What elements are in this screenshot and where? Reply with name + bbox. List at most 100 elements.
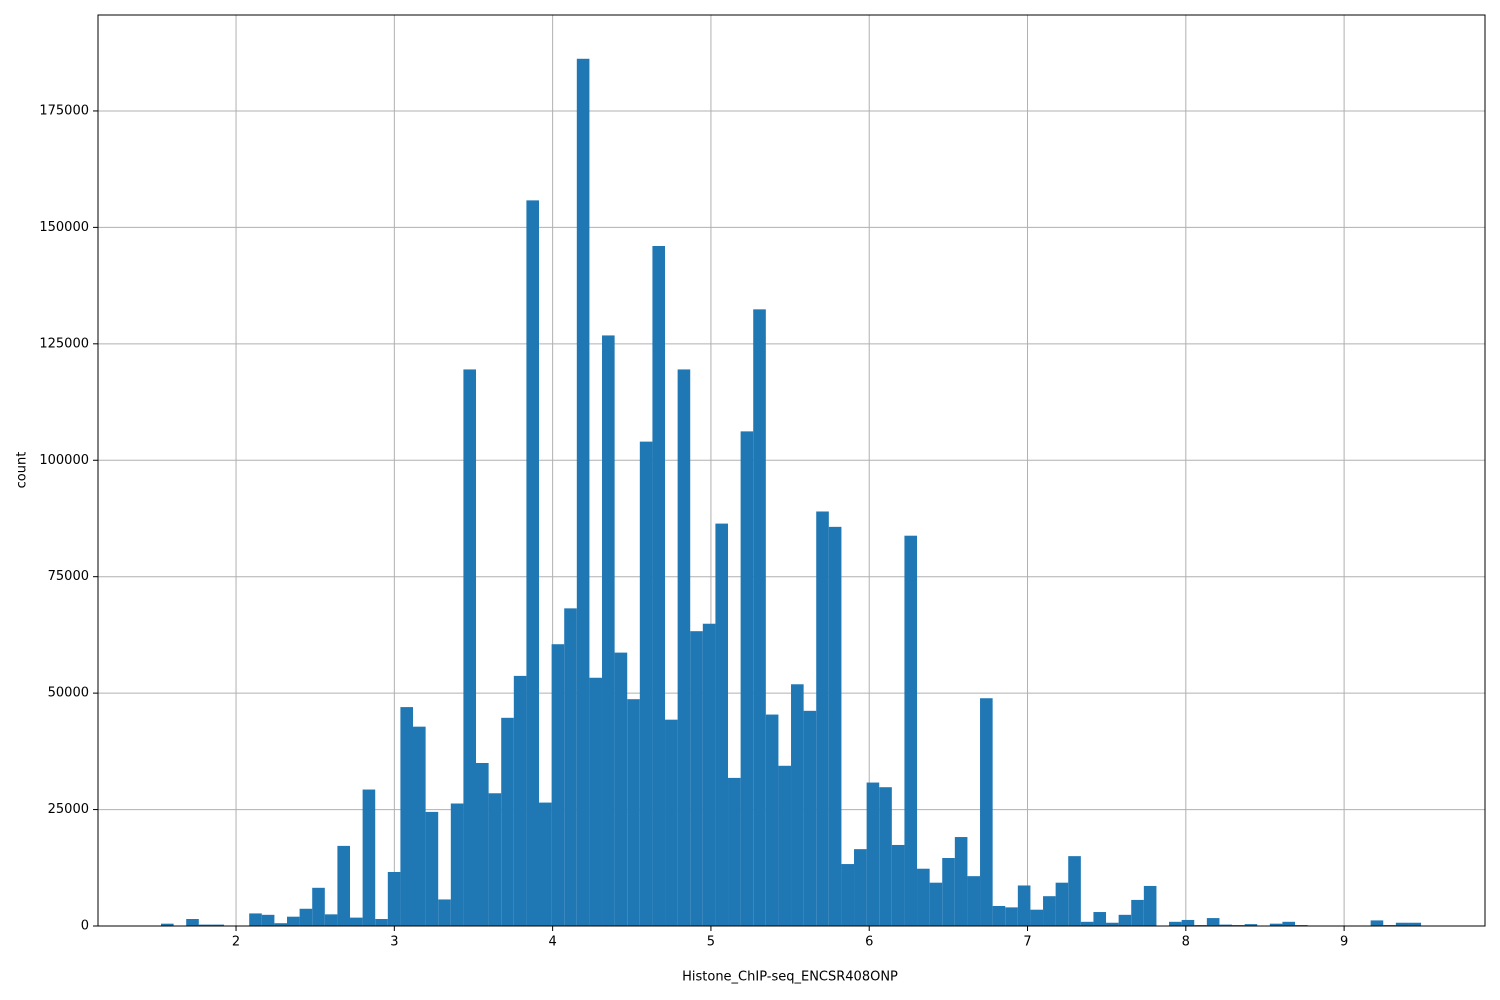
bar — [1206, 918, 1220, 926]
bar — [992, 905, 1006, 926]
bar — [1055, 882, 1069, 926]
bar — [929, 882, 943, 926]
bar — [854, 849, 867, 926]
y-axis-label: count — [15, 452, 30, 489]
y-tick-label: 125000 — [39, 336, 89, 351]
bar — [778, 765, 792, 926]
x-tick-label: 5 — [707, 935, 715, 950]
bar — [387, 871, 401, 926]
bar — [337, 845, 351, 926]
bar — [891, 844, 905, 926]
bar — [1395, 922, 1409, 926]
bar — [904, 535, 918, 926]
x-tick-label: 2 — [232, 935, 240, 950]
y-tick-label: 150000 — [39, 220, 89, 235]
bar — [400, 707, 414, 926]
bar — [602, 335, 615, 926]
bar — [1143, 885, 1157, 926]
bar — [942, 858, 955, 926]
x-tick-label: 8 — [1182, 935, 1190, 950]
bar — [1118, 914, 1132, 926]
bar — [186, 919, 199, 926]
bar — [274, 923, 288, 926]
bar — [551, 644, 565, 926]
bar — [287, 916, 300, 926]
y-tick-label: 25000 — [48, 802, 89, 817]
bar — [690, 631, 703, 926]
bar — [1093, 912, 1107, 926]
bar — [526, 200, 540, 927]
bar — [1030, 909, 1044, 926]
bar — [1408, 922, 1422, 926]
bar — [740, 431, 754, 926]
bar — [539, 802, 552, 926]
bar — [375, 919, 388, 926]
bar — [438, 899, 451, 926]
bar — [261, 914, 275, 926]
bar — [803, 710, 817, 926]
bar — [1244, 924, 1258, 926]
bar — [980, 698, 993, 926]
bar — [1068, 856, 1081, 926]
bar — [564, 608, 577, 926]
bar — [627, 699, 640, 926]
bar — [463, 369, 477, 927]
x-tick-label: 4 — [548, 935, 556, 950]
x-axis-label: Histone_ChIP-seq_ENCSR408ONP — [682, 970, 898, 985]
bar — [715, 523, 729, 926]
bar — [665, 719, 678, 926]
y-tick-label: 175000 — [39, 103, 89, 118]
bar — [249, 913, 262, 926]
bar — [589, 677, 603, 926]
bar — [324, 914, 338, 926]
bar — [1106, 922, 1119, 926]
bar — [841, 864, 855, 926]
bar — [702, 623, 716, 926]
x-tick-label: 9 — [1340, 935, 1348, 950]
bar — [614, 652, 628, 926]
bar — [513, 675, 527, 926]
bar — [1017, 885, 1031, 926]
bar — [413, 726, 426, 926]
y-tick-label: 100000 — [39, 453, 89, 468]
bar — [954, 837, 968, 926]
bar — [312, 887, 325, 926]
bar — [1269, 923, 1283, 926]
bar — [1181, 919, 1195, 926]
y-tick-label: 50000 — [48, 686, 89, 701]
bar — [161, 923, 174, 926]
bar — [791, 684, 804, 926]
bar — [425, 811, 439, 926]
bar — [828, 526, 842, 926]
bar — [816, 511, 829, 926]
bar — [639, 441, 653, 926]
y-tick-label: 0 — [81, 919, 89, 934]
x-tick-label: 6 — [865, 935, 873, 950]
bar — [652, 246, 666, 926]
bar — [198, 924, 212, 926]
bar — [362, 789, 376, 926]
bar — [1005, 907, 1018, 926]
bar — [1282, 921, 1296, 926]
bar — [1043, 896, 1056, 926]
bar — [1080, 921, 1094, 926]
bar — [1169, 921, 1182, 926]
bar — [450, 803, 464, 926]
x-tick-label: 7 — [1023, 935, 1031, 950]
bar — [488, 793, 502, 926]
bar — [299, 908, 313, 926]
bar — [967, 876, 981, 926]
bar — [765, 714, 779, 926]
bar — [211, 924, 225, 926]
bar — [728, 777, 741, 926]
bar — [917, 868, 930, 926]
bar — [879, 787, 892, 926]
x-tick-label: 3 — [390, 935, 398, 950]
bar — [350, 917, 363, 926]
bar — [1370, 920, 1384, 926]
bar — [866, 782, 880, 926]
bar — [753, 309, 766, 926]
plot-frame — [97, 14, 1486, 927]
bar — [677, 369, 691, 927]
